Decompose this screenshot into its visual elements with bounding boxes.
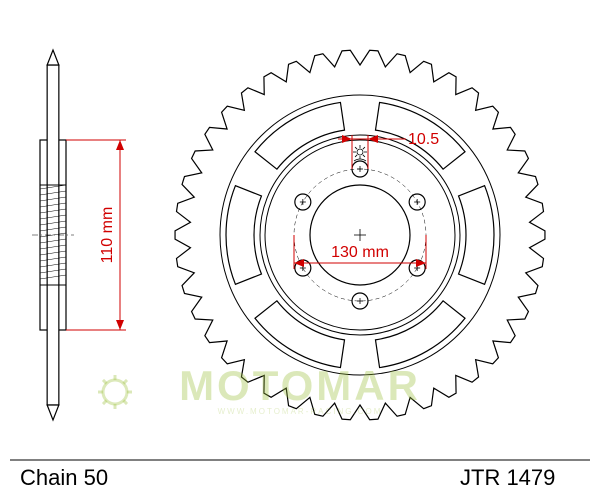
- chain-label: Chain 50: [20, 465, 108, 490]
- side-profile: [32, 50, 74, 420]
- part-number: JTR 1479: [460, 465, 555, 490]
- diagram-stage: 110 mm 130 mm 10.5 MOTOMARWWW.MOTOMAR-RA…: [0, 0, 600, 500]
- dimension-110mm: 110 mm: [66, 140, 126, 330]
- svg-text:MOTOMAR: MOTOMAR: [179, 362, 421, 409]
- svg-text:130 mm: 130 mm: [331, 244, 389, 261]
- watermark: MOTOMARWWW.MOTOMAR-RACING.COM: [98, 362, 421, 416]
- svg-text:WWW.MOTOMAR-RACING.COM: WWW.MOTOMAR-RACING.COM: [218, 407, 383, 416]
- svg-text:110 mm: 110 mm: [99, 207, 116, 264]
- svg-text:10.5: 10.5: [408, 131, 439, 148]
- sprocket-diagram: 110 mm 130 mm 10.5 MOTOMARWWW.MOTOMAR-RA…: [0, 0, 600, 500]
